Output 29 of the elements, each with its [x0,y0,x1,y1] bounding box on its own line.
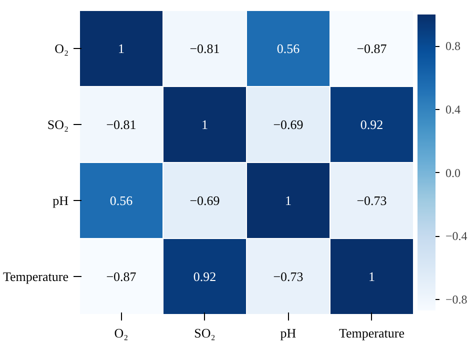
color-bar-label: 0.0 [446,166,460,180]
data-label: −0.69 [190,193,220,208]
y-tick-label: SO₂ [47,117,69,132]
data-label: −0.69 [273,117,304,132]
y-tick-label: Temperature [3,269,69,284]
x-tick-label: pH [280,326,296,340]
x-tick-label: O₂ [114,326,128,340]
data-label: −0.73 [273,269,304,284]
x-tick-label: SO₂ [194,326,216,340]
data-label: 0.56 [110,193,134,208]
data-label: 0.92 [193,269,216,284]
color-bar-label: −0.4 [446,229,468,244]
data-label: −0.81 [190,41,220,56]
y-tick-label: O₂ [54,41,68,56]
data-label: 1 [368,269,375,284]
data-label: 1 [285,193,292,208]
x-tick-label: Temperature [339,326,405,340]
data-label: 1 [202,117,208,132]
data-label: 0.92 [360,117,384,132]
data-label: −0.73 [356,193,387,208]
y-tick-label: pH [52,193,68,208]
data-label: 1 [118,41,124,56]
color-bar-label: −0.8 [446,292,468,306]
data-label: −0.87 [106,269,137,284]
data-label: −0.87 [356,41,388,56]
data-label: −0.81 [106,117,136,132]
color-bar-label: 0.4 [446,102,460,116]
color-bar-label: 0.8 [446,39,460,54]
data-label: 0.56 [276,41,300,56]
